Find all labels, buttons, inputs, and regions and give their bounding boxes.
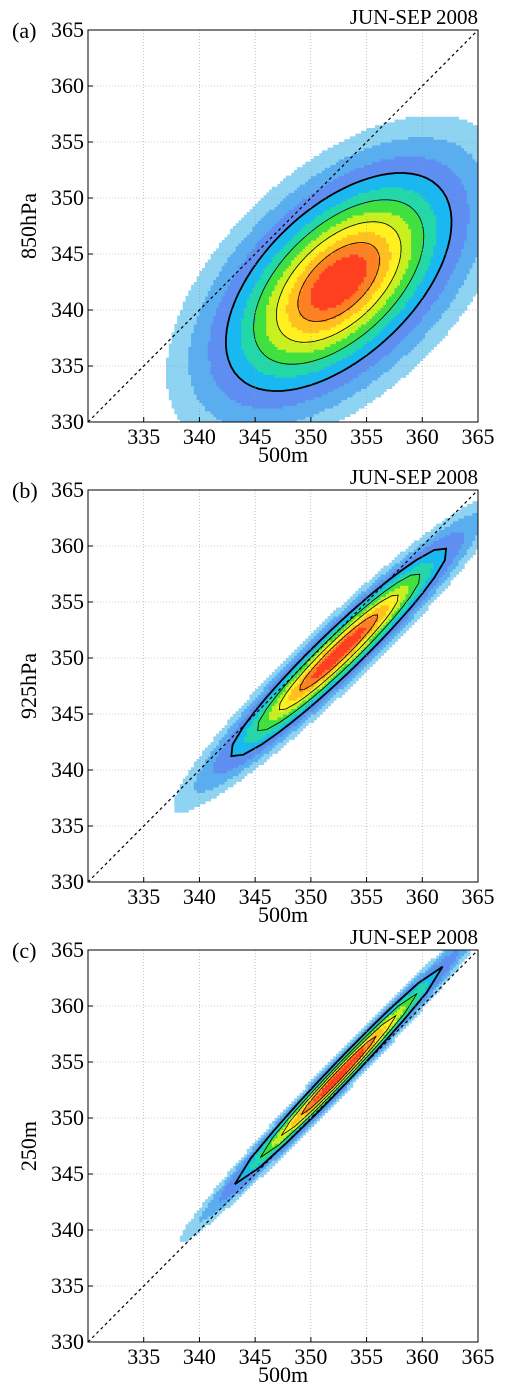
panel-a: 335 340 345 350 355 360 3653303353403453503553… [12, 5, 495, 467]
